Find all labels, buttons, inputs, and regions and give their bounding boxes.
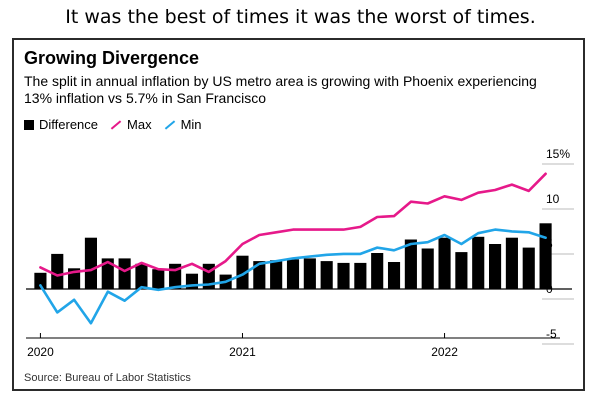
x-tick-label: 2022 (431, 345, 458, 359)
bar-difference (505, 237, 518, 289)
line-min (39, 228, 547, 325)
legend-label-min: Min (180, 117, 202, 132)
bar-difference (51, 253, 64, 289)
chart-card: Growing Divergence The split in annual i… (12, 38, 585, 391)
bar-difference (286, 259, 300, 289)
bar-difference (34, 272, 47, 289)
legend: Difference Max Min (24, 117, 214, 132)
bar-difference (253, 261, 266, 289)
source-note: Source: Bureau of Labor Statistics (24, 372, 191, 384)
bar-difference (489, 244, 502, 289)
y-tick-label: 15% (546, 147, 570, 161)
x-tick-label: 2020 (27, 345, 54, 359)
bar-difference (472, 236, 485, 289)
bar-difference (455, 252, 468, 289)
bar-difference (84, 237, 97, 289)
caption: It was the best of times it was the wors… (65, 6, 536, 28)
bar-difference (303, 258, 316, 289)
bar-difference (539, 223, 552, 289)
bar-difference (371, 253, 384, 289)
bar-difference (152, 269, 165, 289)
legend-item-max: Max (110, 117, 152, 132)
bar-difference (101, 258, 114, 289)
bar-difference (522, 247, 535, 289)
legend-item-difference: Difference (24, 117, 98, 132)
line-max (39, 172, 547, 277)
bar-difference (320, 261, 333, 289)
bar-difference (118, 258, 131, 289)
bar-difference (354, 262, 367, 289)
bar-difference (135, 263, 148, 289)
y-tick-label: -5 (546, 327, 557, 341)
bar-difference (438, 237, 451, 289)
legend-swatch-difference (24, 119, 34, 130)
bar-difference (404, 239, 417, 289)
legend-item-min: Min (164, 117, 202, 132)
bar-difference (421, 248, 434, 289)
bar-difference (270, 260, 283, 289)
chart-subtitle: The split in annual inflation by US metr… (24, 73, 537, 106)
bar-difference (236, 255, 249, 289)
y-tick-label: 10 (546, 192, 560, 206)
legend-label-max: Max (127, 117, 152, 132)
bar-difference (337, 262, 350, 289)
legend-label-difference: Difference (39, 117, 99, 132)
chart-title: Growing Divergence (24, 48, 200, 68)
bar-difference (387, 262, 401, 289)
x-tick-label: 2021 (229, 345, 256, 359)
